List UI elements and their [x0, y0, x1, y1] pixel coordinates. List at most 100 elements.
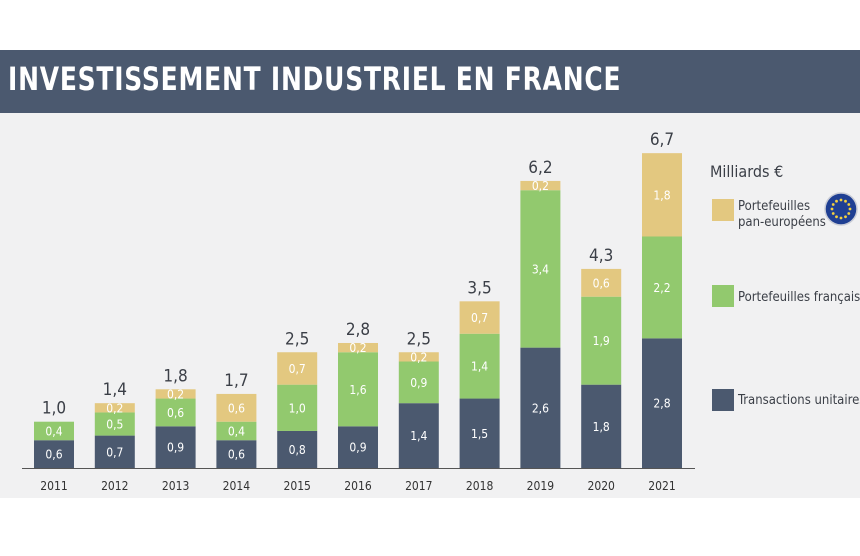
segment-label-2020-s1: 1,9: [593, 334, 610, 348]
x-tick-label-2017: 2017: [405, 479, 432, 493]
eu-flag-star: [831, 212, 835, 215]
total-label-2016: 2,8: [346, 320, 370, 340]
legend-swatch-s2: [712, 199, 734, 221]
bar-segment-2018-s0: [459, 398, 500, 468]
legend-swatch-s1: [712, 285, 734, 307]
bar-segment-2011-s0: [34, 440, 74, 468]
eu-flag-star: [848, 207, 852, 211]
legend-label-s2: Portefeuilles: [738, 199, 810, 214]
bar-segment-2014-s2: [216, 393, 257, 422]
x-tick-label-2011: 2011: [40, 479, 67, 493]
eu-flag-star: [835, 199, 838, 203]
bar-segment-2020-s2: [581, 268, 622, 297]
segment-label-2011-s0: 0,6: [45, 448, 62, 462]
total-label-2021: 6,7: [650, 130, 674, 150]
stacked-bar-chart: 0,60,41,020110,70,50,21,420120,90,60,21,…: [22, 130, 860, 493]
title-banner: INVESTISSEMENT INDUSTRIEL EN FRANCE: [0, 50, 860, 113]
total-label-2012: 1,4: [103, 380, 127, 400]
segment-label-2020-s0: 1,8: [593, 420, 610, 434]
bar-segment-2014-s0: [216, 440, 257, 468]
x-tick-label-2021: 2021: [648, 479, 675, 493]
segment-label-2015-s0: 0,8: [289, 443, 306, 457]
total-label-2015: 2,5: [285, 329, 309, 349]
bar-segment-2015-s0: [277, 430, 318, 468]
x-tick-label-2015: 2015: [283, 479, 310, 493]
segment-label-2012-s1: 0,5: [106, 418, 123, 432]
bar-segment-2011-s1: [34, 421, 74, 441]
segment-label-2017-s1: 0,9: [410, 376, 427, 390]
total-label-2020: 4,3: [589, 246, 613, 266]
bar-segment-2019-s1: [520, 190, 561, 348]
x-tick-label-2014: 2014: [223, 479, 251, 493]
segment-label-2012-s0: 0,7: [106, 445, 123, 459]
bar-segment-2012-s0: [94, 435, 135, 468]
bar-segment-2012-s2: [94, 403, 135, 413]
bar-segment-2013-s1: [155, 398, 196, 427]
segment-label-2018-s2: 0,7: [471, 311, 488, 325]
bar-segment-2020-s0: [581, 384, 622, 468]
segment-label-2019-s2: 0,2: [532, 179, 549, 193]
eu-flag-star: [831, 203, 835, 206]
legend-label-s1: Portefeuilles français: [738, 290, 860, 305]
total-label-2011: 1,0: [42, 399, 66, 419]
bar-segment-2015-s2: [277, 352, 318, 385]
bar-segment-2014-s1: [216, 421, 257, 441]
segment-label-2016-s2: 0,2: [349, 341, 366, 355]
bar-segment-2021-s0: [642, 338, 682, 468]
legend-swatch-s0: [712, 389, 734, 411]
x-tick-label-2019: 2019: [527, 479, 555, 493]
segment-label-2014-s1: 0,4: [228, 424, 245, 438]
eu-flag-star: [839, 198, 843, 202]
segment-label-2017-s2: 0,2: [410, 350, 427, 364]
legend-label-s2: pan-européens: [738, 215, 826, 230]
bar-segment-2018-s2: [459, 301, 500, 334]
bar-segment-2012-s1: [94, 412, 135, 436]
bar-segment-2019-s2: [520, 180, 561, 191]
bar-segment-2017-s1: [398, 361, 439, 404]
segment-label-2014-s2: 0,6: [228, 401, 245, 415]
bar-segment-2016-s2: [338, 342, 378, 353]
segment-label-2015-s2: 0,7: [289, 362, 306, 376]
segment-label-2016-s1: 1,6: [349, 383, 366, 397]
bar-segment-2017-s0: [398, 403, 439, 468]
total-label-2018: 3,5: [467, 278, 491, 298]
bar-segment-2017-s2: [398, 352, 439, 362]
x-tick-label-2013: 2013: [162, 479, 189, 493]
segment-label-2016-s0: 0,9: [349, 441, 366, 455]
eu-flag-star: [830, 207, 834, 211]
segment-label-2017-s0: 1,4: [410, 429, 427, 443]
bar-segment-2020-s1: [581, 296, 622, 385]
eu-flag-star: [847, 203, 851, 206]
segment-label-2013-s2: 0,2: [167, 387, 184, 401]
x-tick-label-2018: 2018: [466, 479, 494, 493]
eu-flag-icon: [824, 192, 858, 226]
total-label-2017: 2,5: [407, 329, 431, 349]
bar-segment-2013-s0: [155, 426, 196, 468]
total-label-2014: 1,7: [224, 371, 248, 391]
segment-label-2021-s0: 2,8: [653, 397, 670, 411]
page-title: INVESTISSEMENT INDUSTRIEL EN FRANCE: [8, 60, 622, 98]
eu-flag-star: [847, 212, 851, 215]
bar-segment-2016-s1: [338, 352, 378, 427]
bar-segment-2021-s2: [642, 153, 682, 237]
segment-label-2012-s2: 0,2: [106, 401, 123, 415]
total-label-2013: 1,8: [163, 366, 187, 386]
bar-segment-2019-s0: [520, 347, 561, 468]
segment-label-2021-s2: 1,8: [653, 188, 670, 202]
x-tick-label-2016: 2016: [344, 479, 372, 493]
x-tick-label-2012: 2012: [101, 479, 128, 493]
bar-segment-2015-s1: [277, 384, 318, 431]
eu-flag-star: [844, 199, 847, 203]
bar-segment-2018-s1: [459, 333, 500, 399]
bar-segment-2013-s2: [155, 389, 196, 399]
bar-segment-2016-s0: [338, 426, 378, 468]
segment-label-2013-s1: 0,6: [167, 406, 184, 420]
segment-label-2014-s0: 0,6: [228, 448, 245, 462]
segment-label-2019-s0: 2,6: [532, 401, 549, 415]
segment-label-2011-s1: 0,4: [45, 424, 62, 438]
eu-flag-star: [844, 215, 847, 219]
eu-flag-star: [839, 216, 843, 220]
eu-flag-star: [835, 215, 838, 219]
x-tick-label-2020: 2020: [587, 479, 615, 493]
total-label-2019: 6,2: [528, 158, 552, 178]
